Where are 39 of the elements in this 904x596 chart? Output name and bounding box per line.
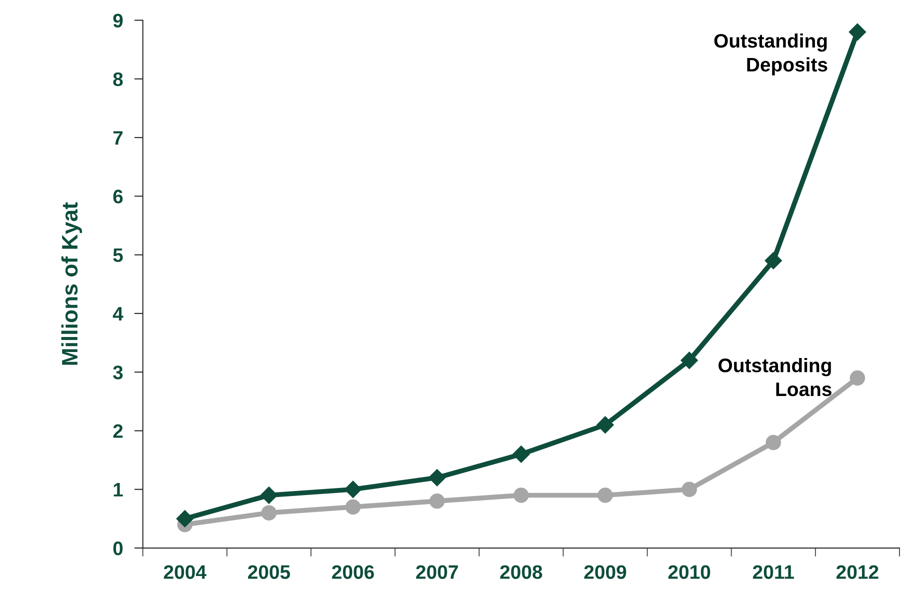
y-tick-label: 6 (113, 190, 123, 204)
x-tick-label: 2012 (836, 565, 878, 579)
x-tick-label: 2009 (584, 565, 626, 579)
point (428, 469, 446, 486)
point (345, 499, 361, 515)
point (850, 370, 866, 386)
point (512, 446, 530, 463)
y-tick-label: 0 (113, 541, 123, 556)
x-tick-label: 2008 (500, 565, 542, 579)
point (260, 486, 278, 504)
point (429, 493, 445, 509)
y-tick-label: 2 (113, 424, 123, 438)
y-tick-label: 4 (112, 307, 124, 321)
y-tick-label: 1 (114, 483, 123, 496)
point (598, 488, 613, 503)
point (261, 505, 277, 520)
x-tick-label: 2005 (248, 565, 290, 579)
y-tick-label: 3 (113, 366, 123, 380)
series-label: Outstanding Deposits (714, 33, 828, 76)
y-tick-label: 5 (113, 248, 123, 262)
point (596, 416, 614, 434)
x-tick-label: 2006 (332, 565, 374, 579)
y-tick-label: 8 (113, 72, 123, 86)
x-tick-label: 2007 (416, 565, 458, 579)
point (680, 352, 698, 369)
point (848, 23, 866, 41)
x-tick-label: 2010 (668, 565, 710, 579)
series-label: Outstanding Loans (718, 358, 832, 396)
point (682, 482, 697, 498)
x-tick-label: 2004 (164, 565, 206, 579)
point (176, 510, 194, 528)
point (764, 252, 782, 270)
y-axis-title: Millions of Kyat (61, 202, 82, 365)
x-tick-label: 2011 (752, 565, 794, 579)
point (344, 480, 362, 498)
y-tick-label: 9 (113, 14, 123, 28)
point (766, 434, 782, 450)
point (514, 488, 529, 503)
y-tick-label: 7 (113, 131, 123, 145)
